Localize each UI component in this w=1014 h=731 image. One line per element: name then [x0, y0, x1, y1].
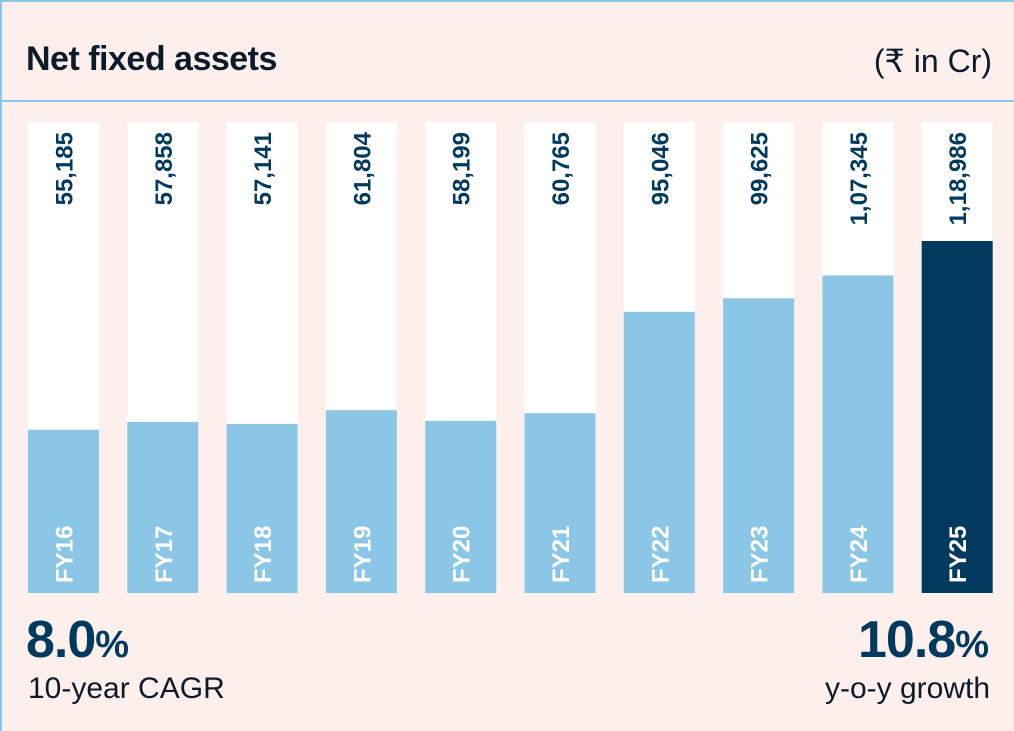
category-label: FY23 [747, 526, 774, 583]
cagr-value: 8.0% [26, 611, 129, 669]
bar-chart: 55,185 FY16 57,858 FY17 57,141 FY18 61,804 FY19… [28, 122, 993, 593]
yoy-value: 10.8% [857, 611, 989, 669]
value-label: 60,765 [548, 132, 575, 205]
chart-title: Net fixed assets [26, 40, 277, 78]
category-label: FY18 [250, 526, 277, 583]
category-label: FY21 [548, 526, 575, 583]
category-label: FY20 [449, 526, 476, 583]
bar-fy24 [822, 275, 894, 593]
value-label: 55,185 [52, 132, 79, 205]
unit-label: (₹ in Cr) [873, 43, 992, 79]
bar-fy19 [325, 410, 397, 593]
cagr-label: 10-year CAGR [28, 672, 225, 705]
bar-fy18 [226, 423, 298, 593]
yoy-percent-sign: % [955, 624, 989, 666]
bar-fy21 [524, 413, 596, 593]
category-label: FY19 [349, 526, 376, 583]
value-label: 1,07,345 [846, 132, 873, 225]
value-label: 1,18,986 [945, 132, 972, 225]
cagr-number: 8.0 [26, 611, 96, 669]
value-label: 58,199 [449, 132, 476, 205]
value-label: 61,804 [349, 131, 376, 205]
bar-fy22 [623, 311, 695, 593]
value-label: 57,141 [250, 132, 277, 205]
category-label: FY22 [647, 526, 674, 583]
value-label: 57,858 [151, 132, 178, 205]
yoy-number: 10.8 [857, 611, 956, 669]
category-label: FY25 [945, 526, 972, 583]
yoy-label: y-o-y growth [824, 672, 990, 705]
bar-fy25 [921, 241, 993, 593]
category-label: FY24 [846, 525, 873, 583]
bar-fy20 [425, 420, 497, 593]
value-label: 99,625 [747, 132, 774, 205]
bar-fy16 [28, 429, 99, 593]
bar-fy17 [127, 421, 199, 593]
cagr-percent-sign: % [95, 624, 129, 666]
chart-header: Net fixed assets (₹ in Cr) [2, 2, 1014, 102]
value-label: 95,046 [647, 132, 674, 205]
bar-fy23 [723, 298, 795, 593]
category-label: FY17 [151, 526, 178, 583]
category-label: FY16 [52, 526, 79, 583]
